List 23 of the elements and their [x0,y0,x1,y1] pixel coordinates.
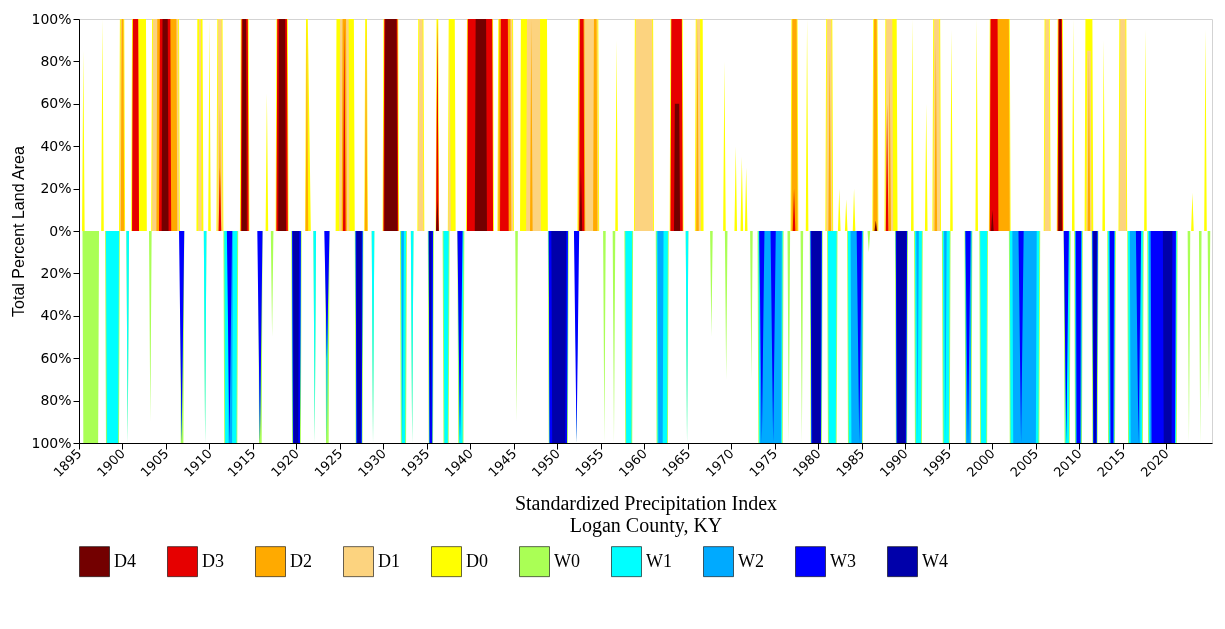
y-tick-label: 20% [40,264,72,281]
legend-label: W3 [830,550,856,571]
y-tick-label: 60% [40,95,72,112]
y-tick-label: 80% [40,392,72,409]
y-tick-label: 40% [40,137,72,154]
legend-label: D4 [114,550,136,571]
y-axis-title: Total Percent Land Area [10,146,28,317]
legend-label: D0 [466,550,488,571]
x-axis-title: Standardized Precipitation Index [514,491,778,515]
y-tick-label: 100% [31,434,72,451]
legend-label: D2 [290,550,312,571]
legend-label: D3 [202,550,224,571]
y-tick-label: 40% [40,307,72,324]
y-tick-label: 0% [49,222,72,239]
legend-label: D1 [378,550,400,571]
y-tick-label: 60% [40,349,72,366]
legend-label: W1 [646,550,672,571]
y-tick-label: 20% [40,180,72,197]
y-tick-label: 80% [40,52,72,69]
legend-label: W4 [922,550,948,571]
y-tick-label: 100% [31,10,72,27]
legend-label: W0 [554,550,580,571]
legend-label: W2 [738,550,764,571]
